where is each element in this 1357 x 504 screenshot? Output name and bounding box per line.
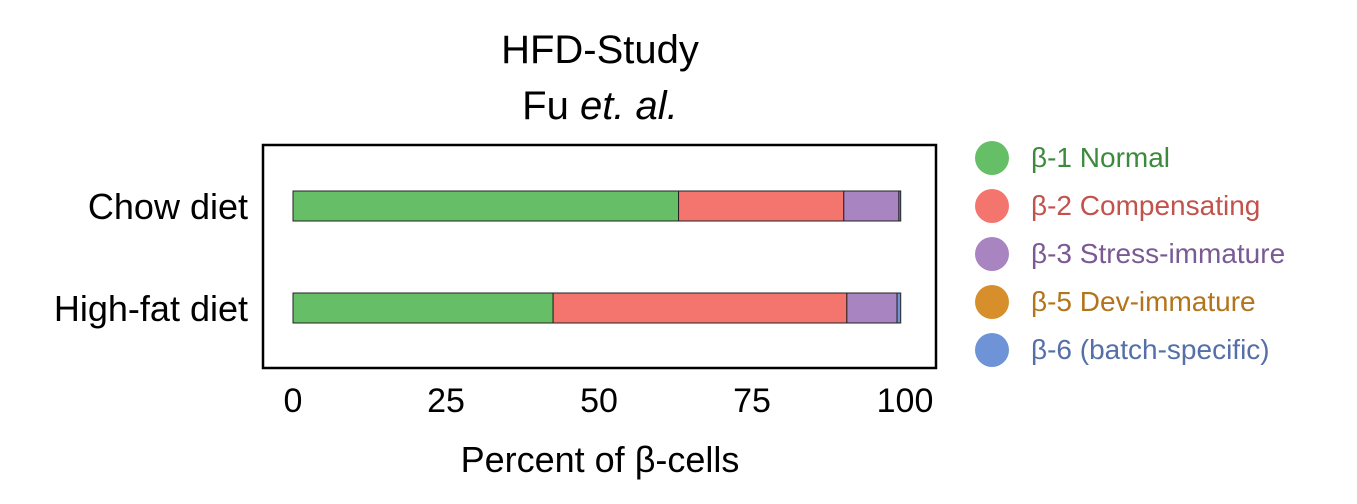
bar-segment bbox=[292, 292, 554, 324]
x-tick-label: 0 bbox=[284, 382, 303, 420]
chart-title-line1: HFD-Study bbox=[501, 28, 699, 72]
legend-swatch bbox=[975, 141, 1009, 175]
legend-label: β-5 Dev-immature bbox=[1031, 286, 1256, 317]
bar-segment bbox=[898, 190, 902, 222]
category-label: Chow diet bbox=[88, 186, 248, 227]
legend-label: β-3 Stress-immature bbox=[1031, 238, 1286, 269]
bar-segment bbox=[843, 190, 900, 222]
x-tick-label: 50 bbox=[580, 382, 618, 420]
x-tick-label: 100 bbox=[877, 382, 934, 420]
bar-segment bbox=[678, 190, 845, 222]
legend-label: β-2 Compensating bbox=[1031, 190, 1261, 221]
legend-item: β-6 (batch-specific) bbox=[975, 333, 1270, 367]
plot-frame bbox=[261, 143, 938, 370]
legend-item: β-3 Stress-immature bbox=[975, 237, 1285, 271]
bar-segment bbox=[846, 292, 898, 324]
legend-swatch bbox=[975, 285, 1009, 319]
chart-title-etal: et. al. bbox=[579, 84, 678, 128]
legend-item: β-1 Normal bbox=[975, 141, 1170, 175]
bar-segment bbox=[896, 292, 902, 324]
legend-swatch bbox=[975, 189, 1009, 223]
legend-swatch bbox=[975, 333, 1009, 367]
legend-swatch bbox=[975, 237, 1009, 271]
x-axis-label: Percent of β-cells bbox=[461, 439, 740, 480]
x-tick-label: 25 bbox=[427, 382, 465, 420]
bar-segment bbox=[292, 190, 680, 222]
x-tick-label: 75 bbox=[733, 382, 771, 420]
legend-item: β-5 Dev-immature bbox=[975, 285, 1256, 319]
legend-item: β-2 Compensating bbox=[975, 189, 1260, 223]
category-label: High-fat diet bbox=[54, 288, 248, 329]
legend-label: β-1 Normal bbox=[1031, 142, 1171, 173]
bar-segment bbox=[552, 292, 848, 324]
chart-title-authors: Fu bbox=[522, 84, 580, 128]
chart-title-line2: Fu et. al. bbox=[400, 84, 800, 129]
legend-label: β-6 (batch-specific) bbox=[1031, 334, 1270, 365]
